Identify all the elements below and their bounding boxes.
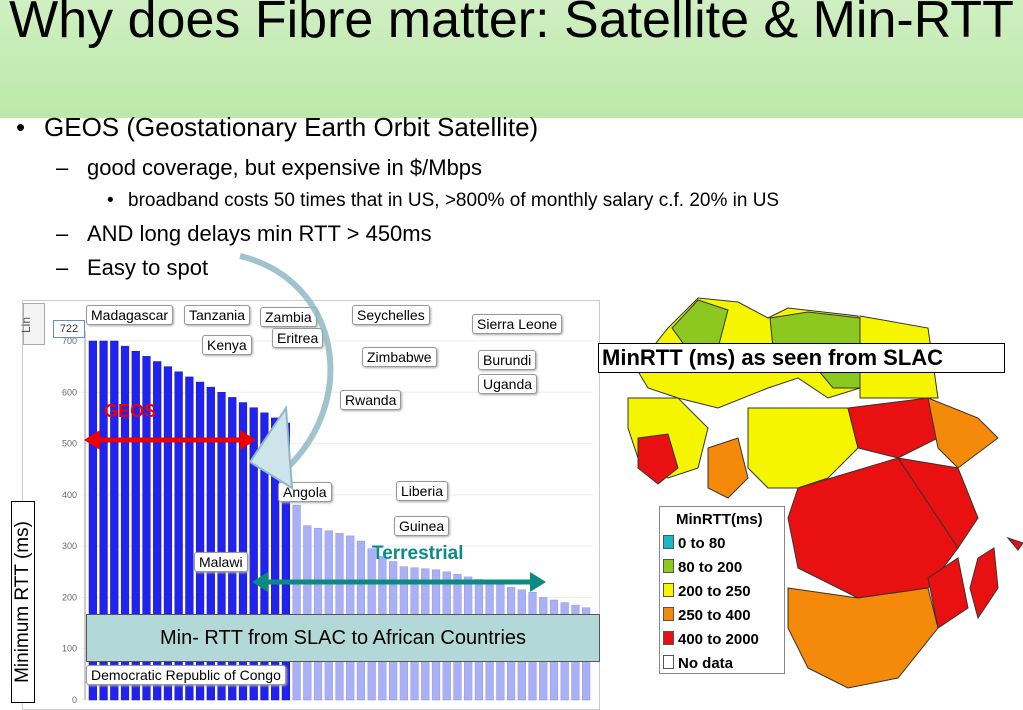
legend-item: 0 to 80 <box>663 535 726 552</box>
legend-swatch <box>663 655 674 669</box>
page-title: Why does Fibre matter: Satellite & Min-R… <box>9 0 1014 49</box>
bullet-easy: Easy to spot <box>87 255 209 280</box>
dash-marker: – <box>56 155 69 180</box>
y-tick-label: 200 <box>62 592 77 602</box>
country-tag: Rwanda <box>340 390 402 410</box>
bar <box>120 345 130 701</box>
legend-title: MinRTT(ms) <box>676 511 763 528</box>
bar <box>163 366 173 701</box>
bar <box>303 525 312 701</box>
country-tag: Guinea <box>394 516 450 536</box>
legend-item: 80 to 200 <box>663 559 742 576</box>
value-readout: 722 <box>53 320 85 338</box>
country-tag: Democratic Republic of Congo <box>86 665 286 685</box>
geos-label: GEOS <box>104 401 157 421</box>
legend-item: 250 to 400 <box>663 607 751 624</box>
bar <box>217 392 226 701</box>
bullet-marker: • <box>16 112 26 142</box>
dash-marker: – <box>56 255 69 280</box>
dash-marker: – <box>56 221 69 246</box>
country-tag: Tanzania <box>184 305 251 325</box>
scale-label: Lin <box>19 316 34 334</box>
country-tag: Eritrea <box>272 328 324 348</box>
legend-swatch <box>663 583 674 597</box>
y-tick-label: 500 <box>62 439 77 449</box>
country-tag: Madagascar <box>86 305 174 325</box>
bullet-geos: GEOS (Geostationary Earth Orbit Satellit… <box>44 112 539 142</box>
country-tag: Liberia <box>396 481 449 501</box>
chart-caption: Min- RTT from SLAC to African Countries <box>86 614 600 662</box>
country-tag: Malawi <box>194 552 248 572</box>
terrestrial-label: Terrestrial <box>372 543 464 564</box>
bar <box>131 351 140 701</box>
country-tag: Zambia <box>260 307 317 327</box>
legend-swatch <box>663 631 674 645</box>
y-tick-label: 400 <box>62 490 77 500</box>
bar <box>185 376 194 701</box>
country-tag: Seychelles <box>352 305 430 325</box>
africa-map <box>627 297 1023 689</box>
country-tag: Burundi <box>478 350 537 370</box>
title-bar <box>0 0 1023 118</box>
country-tag: Zimbabwe <box>362 347 437 367</box>
legend-item: 400 to 2000 <box>663 631 759 648</box>
y-axis-label: Minimum RTT (ms) <box>11 501 35 703</box>
country-tag: Uganda <box>478 374 538 394</box>
y-tick-label: 700 <box>62 336 77 346</box>
legend-item: 200 to 250 <box>663 583 751 600</box>
bar <box>110 340 119 701</box>
bar <box>292 504 301 701</box>
map-legend: MinRTT(ms) 0 to 80 80 to 200 200 to 250 … <box>659 506 785 674</box>
bar <box>206 386 215 701</box>
country-tag: Angola <box>278 482 332 502</box>
bullet-coverage: good coverage, but expensive in $/Mbps <box>87 155 483 180</box>
bar <box>88 340 97 701</box>
bar <box>228 397 237 701</box>
bullet-delays: AND long delays min RTT > 450ms <box>87 221 432 246</box>
bar <box>195 381 205 701</box>
bullet-marker: • <box>107 190 114 211</box>
bullet-broadband: broadband costs 50 times that in US, >80… <box>128 190 780 211</box>
bar <box>174 371 183 701</box>
bar <box>142 356 151 701</box>
map-title: MinRTT (ms) as seen from SLAC <box>598 343 1005 373</box>
y-tick-label: 100 <box>62 644 77 654</box>
country-tag: Kenya <box>202 335 252 355</box>
bar <box>153 361 162 701</box>
scale-toggle[interactable]: Lin <box>19 303 45 345</box>
legend-swatch <box>663 607 674 621</box>
map-regions <box>627 297 1023 689</box>
y-tick-label: 0 <box>72 695 77 705</box>
bar <box>99 340 108 701</box>
y-tick-label: 600 <box>62 387 77 397</box>
country-tag: Sierra Leone <box>472 314 563 334</box>
legend-swatch <box>663 535 674 549</box>
legend-item: No data <box>663 655 733 672</box>
y-tick-label: 300 <box>62 541 77 551</box>
legend-swatch <box>663 559 674 573</box>
